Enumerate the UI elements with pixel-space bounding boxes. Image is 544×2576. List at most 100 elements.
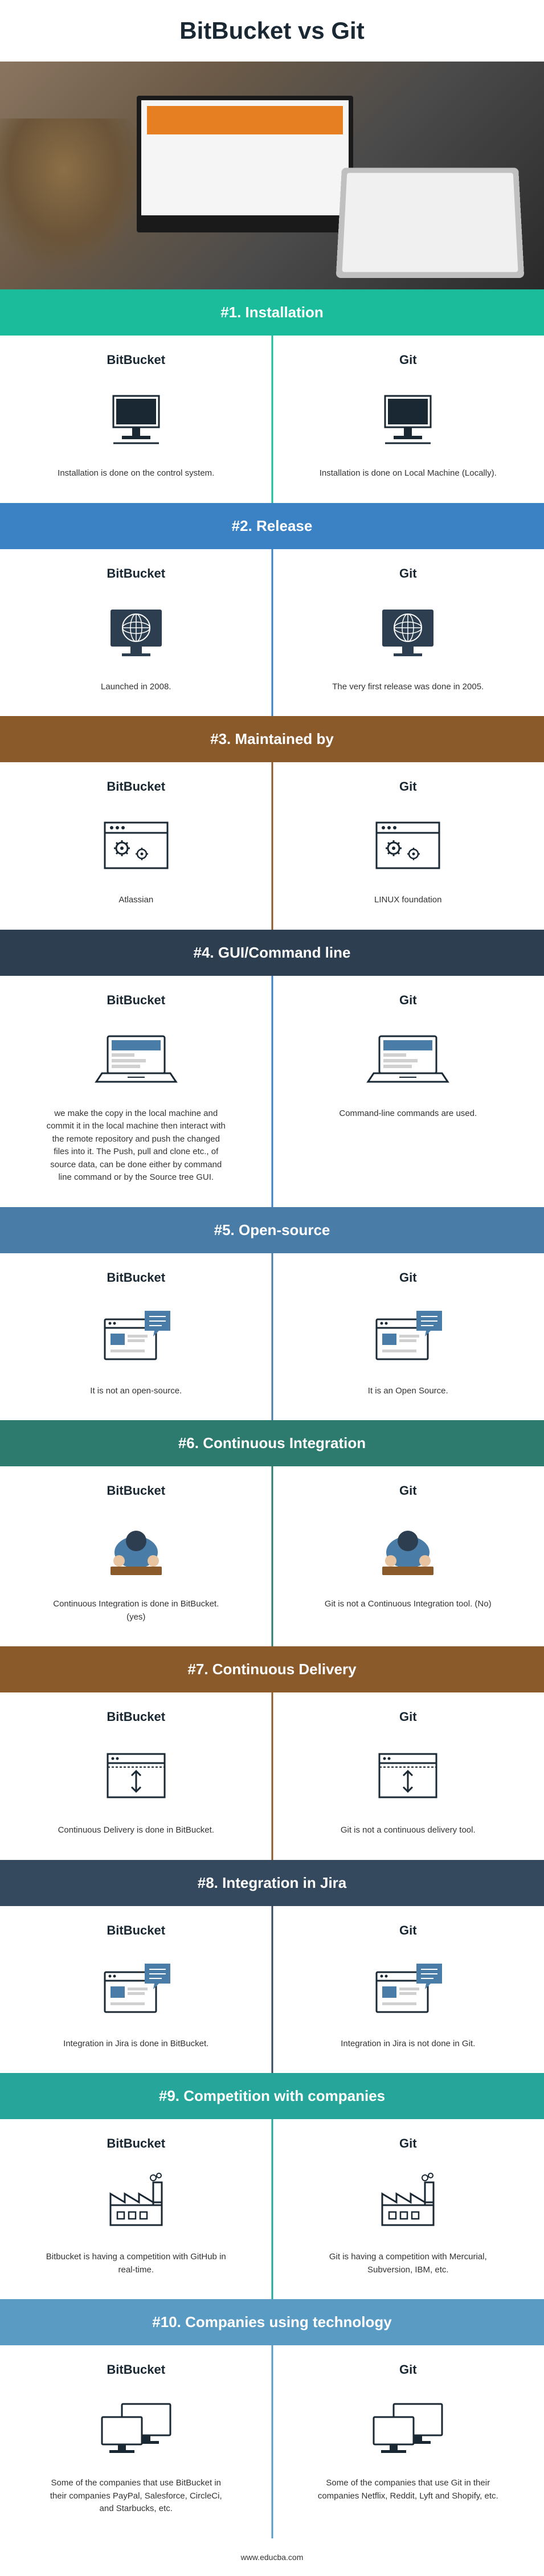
left-column: BitBucket Launched in 2008. xyxy=(0,549,272,717)
left-icon-box xyxy=(23,595,249,669)
right-column: Git Git is not a Continuous Integration … xyxy=(272,1466,544,1646)
left-label: BitBucket xyxy=(23,566,249,581)
right-label: Git xyxy=(295,1923,522,1938)
right-column: Git Installation is done on Local Machin… xyxy=(272,336,544,503)
right-text: Git is not a Continuous Integration tool… xyxy=(317,1598,499,1611)
right-icon-box xyxy=(295,808,522,882)
divider xyxy=(271,549,273,717)
left-text: Integration in Jira is done in BitBucket… xyxy=(45,2038,227,2051)
right-column: Git The very first release was done in 2… xyxy=(272,549,544,717)
person-top-icon xyxy=(371,1518,445,1581)
left-text: Installation is done on the control syst… xyxy=(45,467,227,480)
left-text: Continuous Integration is done in BitBuc… xyxy=(45,1598,227,1624)
right-icon-box xyxy=(295,595,522,669)
comparison-row: BitBucket Some of the companies that use… xyxy=(0,2345,544,2538)
section-header-5: #5. Open-source xyxy=(0,1207,544,1253)
right-icon-box xyxy=(295,1512,522,1587)
left-icon-box xyxy=(23,1739,249,1813)
left-column: BitBucket we make the copy in the local … xyxy=(0,976,272,1207)
header: BitBucket vs Git xyxy=(0,0,544,62)
right-label: Git xyxy=(295,1483,522,1498)
hero-laptop xyxy=(336,167,525,277)
right-icon-box xyxy=(295,1739,522,1813)
window-chat-icon xyxy=(96,1958,176,2021)
desktop-icon xyxy=(105,387,167,450)
right-text: LINUX foundation xyxy=(317,894,499,907)
window-gears-icon xyxy=(99,817,173,874)
comparison-row: BitBucket Bitbucket is having a competit… xyxy=(0,2119,544,2299)
left-text: Continuous Delivery is done in BitBucket… xyxy=(45,1824,227,1837)
right-label: Git xyxy=(295,2136,522,2151)
left-label: BitBucket xyxy=(23,1270,249,1285)
left-label: BitBucket xyxy=(23,2362,249,2377)
comparison-row: BitBucket Continuous Delivery is done in… xyxy=(0,1692,544,1860)
comparison-row: BitBucket Atlassian Git xyxy=(0,762,544,930)
globe-screen-icon xyxy=(374,601,442,664)
right-column: Git It is an Open Source. xyxy=(272,1253,544,1421)
factory-icon xyxy=(99,2171,173,2234)
right-icon-box xyxy=(295,1952,522,2026)
left-label: BitBucket xyxy=(23,1923,249,1938)
window-chat-icon xyxy=(368,1958,448,2021)
right-column: Git Git is not a continuous delivery too… xyxy=(272,1692,544,1860)
left-text: Launched in 2008. xyxy=(45,681,227,694)
person-top-icon xyxy=(99,1518,173,1581)
left-label: BitBucket xyxy=(23,993,249,1008)
section-header-10: #10. Companies using technology xyxy=(0,2299,544,2345)
section-header-9: #9. Competition with companies xyxy=(0,2073,544,2119)
globe-screen-icon xyxy=(102,601,170,664)
right-label: Git xyxy=(295,1710,522,1724)
left-label: BitBucket xyxy=(23,353,249,367)
laptop-icon xyxy=(365,1028,451,1090)
right-text: Command-line commands are used. xyxy=(317,1107,499,1121)
left-label: BitBucket xyxy=(23,1483,249,1498)
left-icon-box xyxy=(23,1299,249,1373)
divider xyxy=(271,1906,273,2074)
left-column: BitBucket It is not an open-source. xyxy=(0,1253,272,1421)
left-icon-box xyxy=(23,2391,249,2465)
comparison-row: BitBucket It is not an open-source. Git xyxy=(0,1253,544,1421)
left-column: BitBucket Continuous Delivery is done in… xyxy=(0,1692,272,1860)
right-column: Git Integration in Jira is not done in G… xyxy=(272,1906,544,2074)
factory-icon xyxy=(371,2171,445,2234)
left-text: Bitbucket is having a competition with G… xyxy=(45,2251,227,2276)
multi-screen-icon xyxy=(365,2397,451,2460)
right-label: Git xyxy=(295,993,522,1008)
section-header-7: #7. Continuous Delivery xyxy=(0,1646,544,1692)
section-header-8: #8. Integration in Jira xyxy=(0,1860,544,1906)
left-text: Some of the companies that use BitBucket… xyxy=(45,2477,227,2516)
left-label: BitBucket xyxy=(23,1710,249,1724)
right-text: Git is having a competition with Mercuri… xyxy=(317,2251,499,2276)
left-column: BitBucket Bitbucket is having a competit… xyxy=(0,2119,272,2299)
right-icon-box xyxy=(295,1299,522,1373)
left-text: It is not an open-source. xyxy=(45,1385,227,1398)
right-text: Some of the companies that use Git in th… xyxy=(317,2477,499,2503)
window-chat-icon xyxy=(368,1305,448,1368)
hero-person xyxy=(0,118,159,289)
left-column: BitBucket Integration in Jira is done in… xyxy=(0,1906,272,2074)
multi-screen-icon xyxy=(93,2397,179,2460)
hero-image xyxy=(0,62,544,289)
comparison-row: BitBucket we make the copy in the local … xyxy=(0,976,544,1207)
page-title: BitBucket vs Git xyxy=(0,17,544,44)
right-text: Integration in Jira is not done in Git. xyxy=(317,2038,499,2051)
footer: www.educba.com xyxy=(0,2538,544,2576)
divider xyxy=(271,1692,273,1860)
comparison-row: BitBucket Installation is done on the co… xyxy=(0,336,544,503)
right-label: Git xyxy=(295,1270,522,1285)
left-column: BitBucket Continuous Integration is done… xyxy=(0,1466,272,1646)
right-column: Git Git is having a competition with Mer… xyxy=(272,2119,544,2299)
left-icon-box xyxy=(23,382,249,456)
right-label: Git xyxy=(295,779,522,794)
left-column: BitBucket Atlassian xyxy=(0,762,272,930)
left-text: Atlassian xyxy=(45,894,227,907)
right-label: Git xyxy=(295,566,522,581)
right-column: Git Some of the companies that use Git i… xyxy=(272,2345,544,2538)
right-column: Git Command-line commands are used. xyxy=(272,976,544,1207)
right-text: Git is not a continuous delivery tool. xyxy=(317,1824,499,1837)
footer-text: www.educba.com xyxy=(241,2553,304,2562)
right-icon-box xyxy=(295,1022,522,1096)
laptop-icon xyxy=(93,1028,179,1090)
divider xyxy=(271,2119,273,2299)
divider xyxy=(271,1466,273,1646)
